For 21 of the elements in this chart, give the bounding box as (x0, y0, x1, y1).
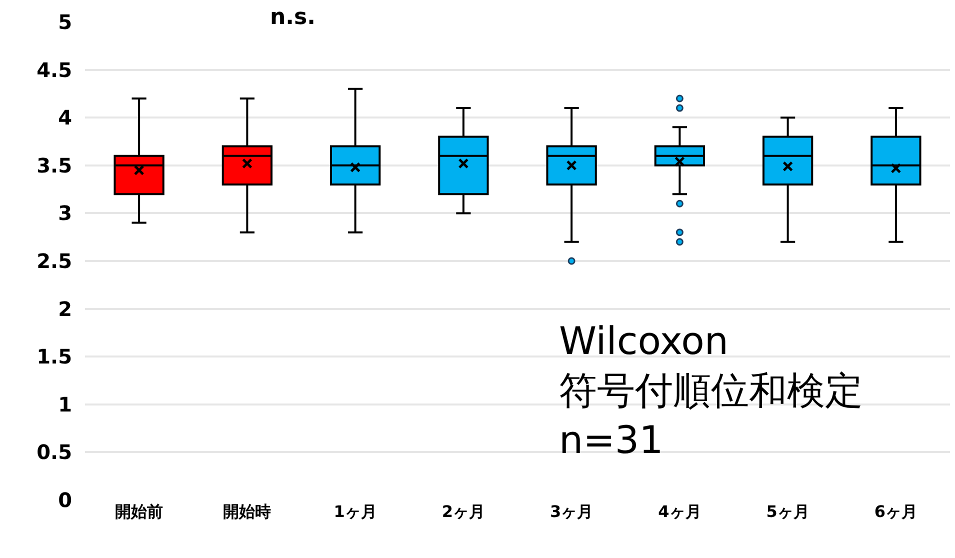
y-tick-label: 2 (58, 296, 72, 321)
x-tick-label: 2ヶ月 (442, 502, 486, 521)
x-tick-label: 開始前 (115, 502, 164, 521)
y-tick-label: 5 (58, 10, 72, 34)
x-tick-label: 開始時 (223, 502, 272, 521)
y-tick-label: 1 (58, 392, 72, 416)
y-tick-label: 2.5 (36, 249, 72, 273)
y-tick-label: 4 (58, 106, 72, 130)
x-tick-label: 1ヶ月 (334, 502, 377, 521)
y-tick-label: 3.5 (36, 153, 72, 178)
y-tick-label: 3 (58, 201, 72, 226)
y-tick-label: 1.5 (36, 344, 72, 369)
y-tick-label: 0 (58, 488, 72, 512)
x-tick-label: 3ヶ月 (550, 502, 594, 521)
x-tick-label: 4ヶ月 (658, 502, 702, 521)
x-tick-label: 6ヶ月 (874, 502, 918, 521)
annotation: Wilcoxon 符号付順位和検定 n=31 (559, 319, 863, 462)
annotation: n.s. (270, 5, 316, 30)
y-tick-label: 0.5 (36, 440, 72, 464)
x-tick-label: 5ヶ月 (766, 502, 810, 521)
y-tick-label: 4.5 (36, 58, 72, 82)
